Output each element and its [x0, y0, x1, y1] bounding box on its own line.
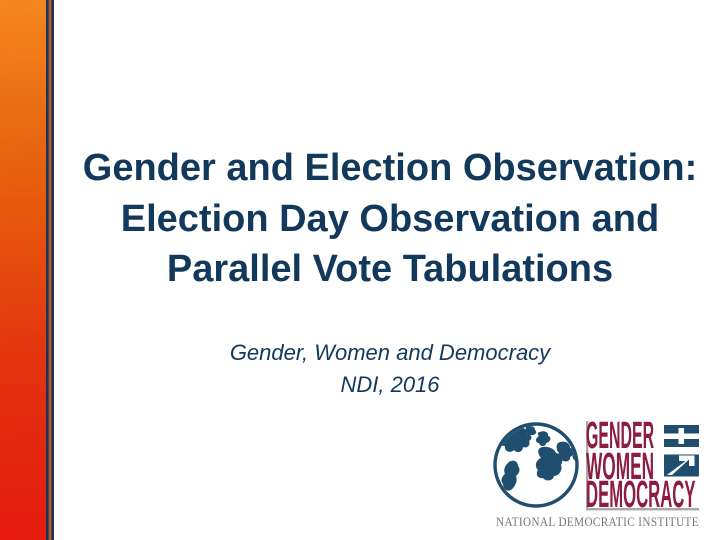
- svg-text:NATIONAL DEMOCRATIC INSTITUTE: NATIONAL DEMOCRATIC INSTITUTE: [496, 514, 699, 529]
- svg-text:DEMOCRACY: DEMOCRACY: [586, 473, 696, 516]
